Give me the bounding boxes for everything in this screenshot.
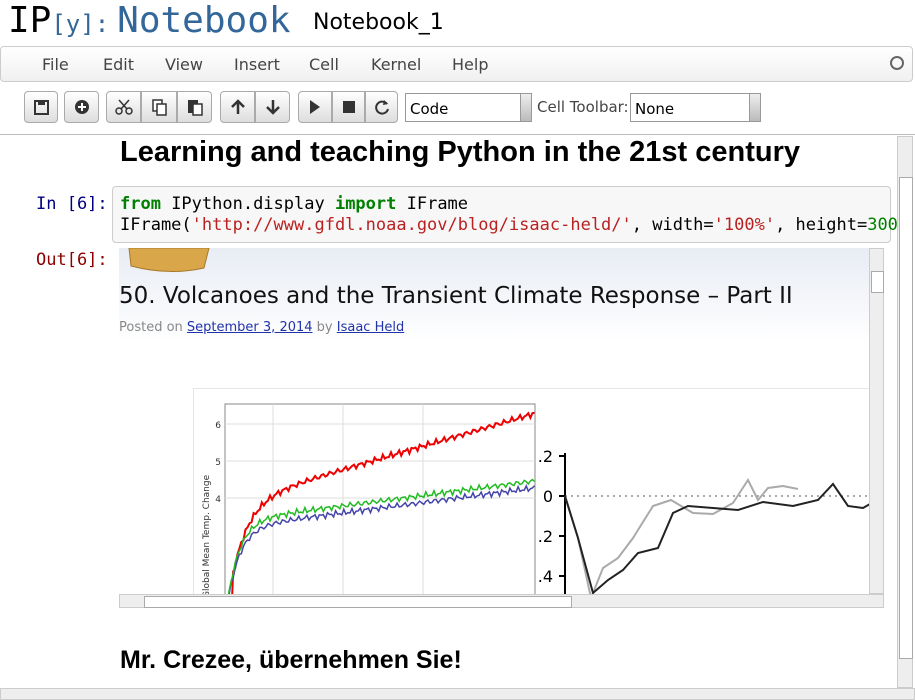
blue-curve: [226, 483, 536, 608]
paste-button[interactable]: [177, 91, 212, 123]
code-line: IFrame('http://www.gfdl.noaa.gov/blog/is…: [120, 215, 908, 235]
post-author[interactable]: Isaac Held: [336, 320, 405, 335]
menu-item[interactable]: Insert: [234, 55, 280, 74]
red-curve: [230, 411, 535, 608]
post-date[interactable]: September 3, 2014: [186, 320, 313, 335]
logo-ip: IP: [8, 0, 52, 41]
keyword: import: [334, 194, 397, 214]
string: '100%': [713, 215, 776, 235]
right-tick-label: .2: [538, 527, 553, 546]
by: by: [316, 320, 333, 335]
input-prompt: In [6]:: [36, 194, 108, 214]
keyword: from: [120, 194, 161, 214]
cut-icon: [115, 99, 133, 115]
output-prompt: Out[6]:: [36, 250, 108, 270]
cell-toolbar-select[interactable]: None: [630, 93, 761, 122]
run-button[interactable]: [298, 91, 332, 123]
heading-cell[interactable]: Learning and teaching Python in the 21st…: [120, 136, 800, 168]
move-down-button[interactable]: [255, 91, 290, 123]
logo-y: [y]:: [51, 10, 110, 38]
menu-item[interactable]: Help: [452, 55, 489, 74]
string: 'http://www.gfdl.noaa.gov/blog/isaac-hel…: [191, 215, 632, 235]
code-line: from IPython.display import IFrame: [120, 194, 468, 214]
cell-type-value: Code: [410, 100, 449, 118]
cell-type-select[interactable]: Code: [405, 93, 532, 122]
left-tick-label: 5: [215, 458, 221, 468]
select-arrow: [749, 94, 760, 121]
stop-icon: [343, 101, 355, 113]
code-text: , height=: [775, 215, 868, 235]
cell-toolbar-label: Cell Toolbar:: [537, 98, 629, 116]
scroll-thumb[interactable]: [871, 271, 884, 293]
menu-item[interactable]: File: [42, 55, 69, 74]
post-meta: Posted on September 3, 2014 by Isaac Hel…: [119, 320, 404, 335]
blog-header: [119, 248, 869, 343]
notebook-name[interactable]: Notebook_1: [313, 10, 444, 35]
kernel-indicator: [890, 56, 904, 70]
number: 300: [867, 215, 898, 235]
run-icon: [310, 100, 320, 114]
plus-icon: [75, 100, 89, 114]
menu-item[interactable]: View: [165, 55, 203, 74]
left-tick-label: 4: [215, 495, 221, 505]
save-button[interactable]: [24, 91, 58, 123]
iframe-hscroll[interactable]: [119, 594, 884, 608]
down-icon: [266, 100, 280, 115]
left-axis-label: Global Mean Temp. Change: [202, 474, 212, 598]
right-tick-label: .2: [538, 447, 553, 466]
logo[interactable]: IP[y]: Notebook: [8, 0, 291, 45]
iframe-output: 50. Volcanoes and the Transient Climate …: [119, 248, 884, 608]
right-tick-label: .4: [538, 567, 553, 586]
cell-toolbar-value: None: [635, 100, 675, 118]
copy-button[interactable]: [141, 91, 177, 123]
black-curve: [564, 482, 870, 595]
select-arrow: [520, 94, 531, 121]
move-up-button[interactable]: [220, 91, 255, 123]
cut-button[interactable]: [106, 91, 141, 123]
separator: [0, 134, 915, 135]
stop-button[interactable]: [332, 91, 365, 123]
green-curve: [226, 478, 535, 607]
blog-logo: [128, 248, 210, 273]
restart-button[interactable]: [365, 91, 398, 123]
up-icon: [231, 99, 245, 114]
left-plot-frame: [224, 403, 536, 608]
code-text: IPython.display: [160, 194, 335, 214]
right-tick-label: 0: [543, 487, 553, 506]
code-text: IFrame: [396, 194, 469, 214]
logo-notebook: Notebook: [117, 0, 291, 41]
copy-icon: [152, 99, 167, 116]
save-icon: [34, 100, 49, 115]
scroll-thumb[interactable]: [899, 177, 913, 659]
code-text: , width=: [631, 215, 714, 235]
code-cell[interactable]: from IPython.display import IFrame IFram…: [112, 186, 908, 243]
code-text: IFrame(: [120, 215, 192, 235]
iframe-vscroll[interactable]: [869, 248, 884, 594]
gray-curve: [564, 477, 799, 602]
menu-item[interactable]: Edit: [103, 55, 134, 74]
left-tick-label: 6: [215, 421, 221, 431]
scroll-thumb[interactable]: [144, 596, 572, 608]
heading-cell[interactable]: Mr. Crezee, übernehmen Sie!: [120, 646, 462, 674]
page-vscroll[interactable]: [897, 136, 913, 688]
menu-item[interactable]: Cell: [309, 55, 339, 74]
page-hscroll[interactable]: [0, 688, 915, 700]
posted-on: Posted on: [119, 320, 183, 335]
post-title[interactable]: 50. Volcanoes and the Transient Climate …: [119, 283, 793, 309]
restart-icon: [375, 100, 389, 115]
paste-icon: [188, 100, 203, 116]
menu-item[interactable]: Kernel: [371, 55, 422, 74]
menubar: [0, 46, 913, 82]
insert-button[interactable]: [64, 91, 99, 123]
